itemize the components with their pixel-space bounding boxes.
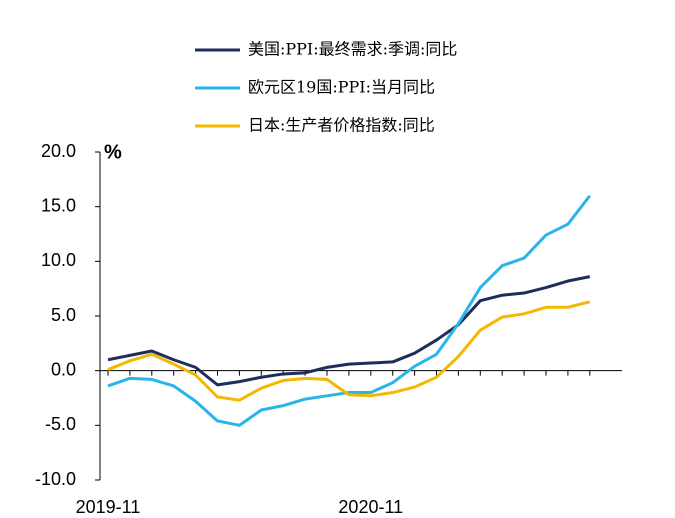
y-tick-label: 0.0 bbox=[51, 359, 76, 379]
y-tick-label: 15.0 bbox=[41, 195, 76, 215]
series-line bbox=[107, 275, 591, 387]
legend-label: 欧元区19国:PPI:当月同比 bbox=[248, 78, 435, 97]
y-tick-label: 10.0 bbox=[41, 250, 76, 270]
legend-label: 日本:生产者价格指数:同比 bbox=[248, 116, 435, 135]
x-tick-label: 2019-11 bbox=[76, 497, 141, 517]
y-tick-label: -10.0 bbox=[35, 469, 76, 489]
series-line bbox=[107, 194, 591, 427]
y-unit: % bbox=[104, 141, 122, 163]
y-tick-label: -5.0 bbox=[45, 414, 76, 434]
y-tick-label: 20.0 bbox=[41, 141, 76, 161]
y-tick-label: 5.0 bbox=[51, 305, 76, 325]
x-tick-label: 2020-11 bbox=[338, 497, 403, 517]
series-line bbox=[107, 300, 591, 402]
legend-label: 美国:PPI:最终需求:季调:同比 bbox=[248, 40, 457, 59]
